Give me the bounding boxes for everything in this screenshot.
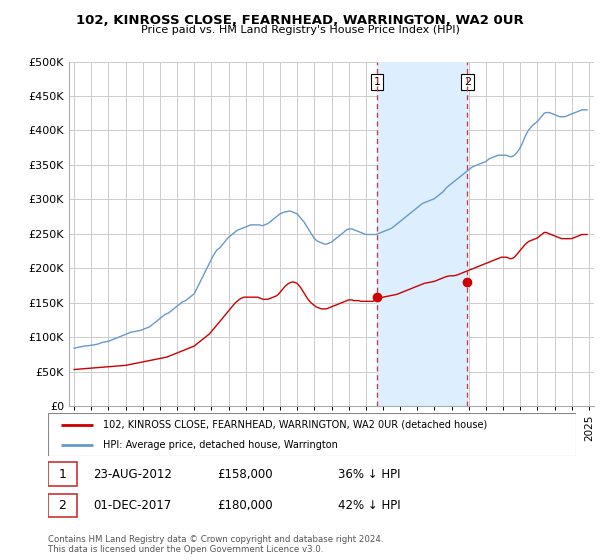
Text: 2: 2 [59, 499, 67, 512]
Text: 102, KINROSS CLOSE, FEARNHEAD, WARRINGTON, WA2 0UR (detached house): 102, KINROSS CLOSE, FEARNHEAD, WARRINGTO… [103, 420, 488, 430]
Text: 1: 1 [373, 77, 380, 87]
Text: Contains HM Land Registry data © Crown copyright and database right 2024.
This d: Contains HM Land Registry data © Crown c… [48, 535, 383, 554]
Text: £180,000: £180,000 [217, 499, 272, 512]
Text: 01-DEC-2017: 01-DEC-2017 [93, 499, 171, 512]
Text: 23-AUG-2012: 23-AUG-2012 [93, 468, 172, 480]
Text: 36% ↓ HPI: 36% ↓ HPI [338, 468, 401, 480]
Text: 2: 2 [464, 77, 471, 87]
Bar [377, 62, 467, 406]
Text: 102, KINROSS CLOSE, FEARNHEAD, WARRINGTON, WA2 0UR: 102, KINROSS CLOSE, FEARNHEAD, WARRINGTO… [76, 14, 524, 27]
Text: 42% ↓ HPI: 42% ↓ HPI [338, 499, 401, 512]
Text: HPI: Average price, detached house, Warrington: HPI: Average price, detached house, Warr… [103, 441, 338, 450]
Text: 1: 1 [59, 468, 67, 480]
FancyBboxPatch shape [48, 463, 77, 486]
Text: Price paid vs. HM Land Registry's House Price Index (HPI): Price paid vs. HM Land Registry's House … [140, 25, 460, 35]
Text: £158,000: £158,000 [217, 468, 272, 480]
FancyBboxPatch shape [48, 494, 77, 517]
